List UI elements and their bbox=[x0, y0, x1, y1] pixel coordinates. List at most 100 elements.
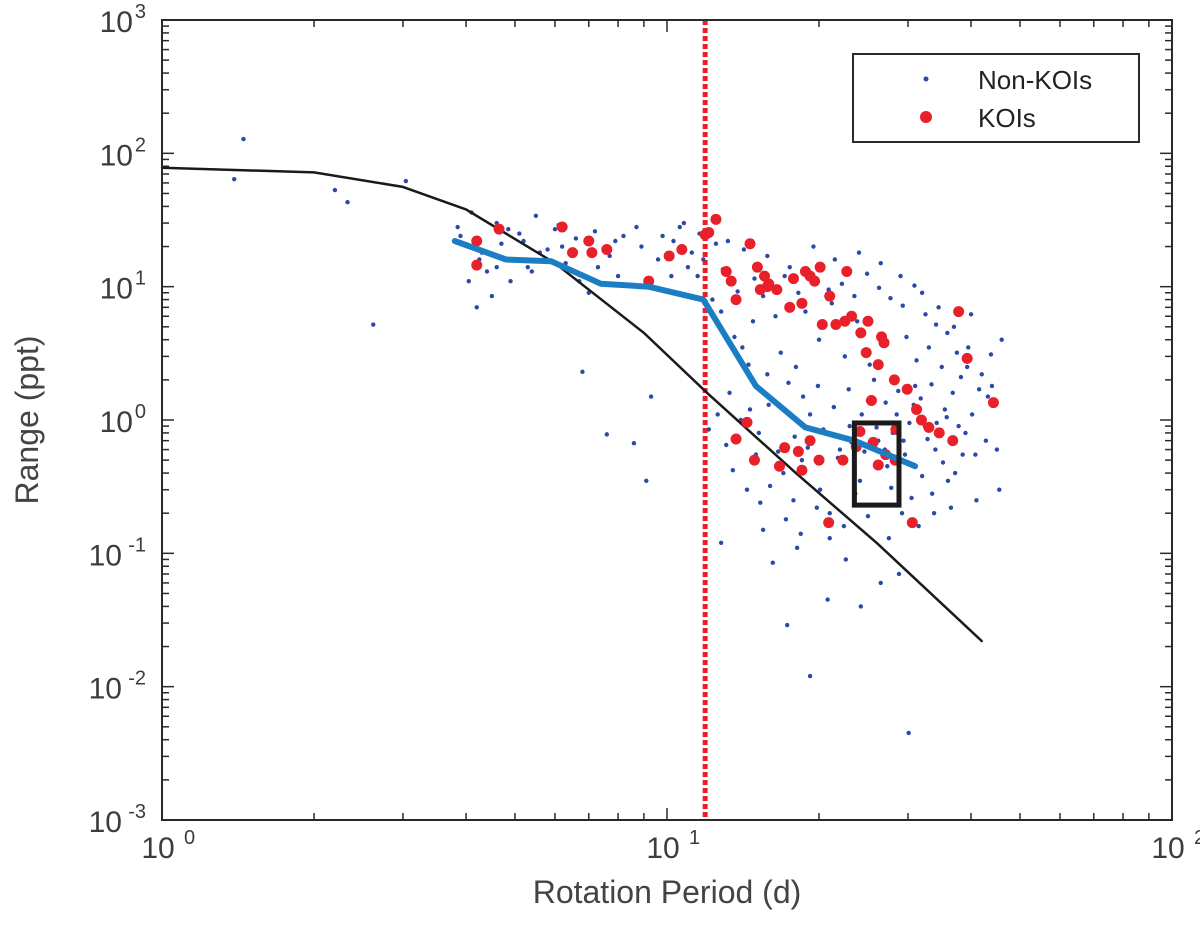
non-koi-point bbox=[786, 380, 791, 386]
non-koi-point bbox=[770, 560, 776, 565]
non-koi-point bbox=[999, 337, 1004, 342]
non-koi-point bbox=[827, 535, 832, 541]
non-koi-point bbox=[747, 407, 753, 412]
koi-point bbox=[823, 517, 835, 529]
non-koi-point bbox=[886, 535, 892, 541]
non-koi-point bbox=[718, 309, 724, 314]
non-koi-point bbox=[799, 457, 805, 463]
non-koi-point bbox=[727, 390, 732, 395]
non-koi-point bbox=[545, 247, 550, 252]
non-koi-point bbox=[807, 673, 813, 679]
y-tick-label-exponent: 3 bbox=[135, 1, 146, 23]
non-koi-point bbox=[782, 273, 787, 279]
non-koi-point bbox=[923, 312, 928, 317]
non-koi-point bbox=[573, 236, 579, 241]
non-koi-point bbox=[345, 200, 350, 205]
non-koi-point bbox=[852, 293, 857, 299]
x-tick-label: 10 bbox=[646, 832, 679, 865]
koi-point bbox=[771, 284, 783, 296]
non-koi-point bbox=[837, 447, 843, 452]
non-koi-point bbox=[889, 485, 894, 491]
koi-point bbox=[744, 238, 756, 250]
non-koi-point bbox=[939, 364, 944, 370]
koi-point bbox=[911, 403, 923, 415]
non-koi-point bbox=[909, 495, 914, 501]
non-koi-point bbox=[710, 297, 715, 302]
koi-point bbox=[837, 454, 849, 466]
y-tick-label: 10 bbox=[89, 673, 122, 706]
non-koi-point bbox=[997, 487, 1002, 492]
non-koi-point bbox=[506, 226, 511, 232]
non-koi-point bbox=[677, 224, 682, 230]
non-koi-point bbox=[994, 447, 1000, 452]
x-tick-label: 10 bbox=[141, 832, 174, 865]
non-koi-point bbox=[874, 425, 879, 430]
x-tick-label: 10 bbox=[1151, 832, 1184, 865]
non-koi-point bbox=[758, 500, 763, 505]
non-koi-point bbox=[798, 531, 803, 537]
non-koi-point bbox=[718, 540, 724, 545]
non-koi-point bbox=[901, 438, 906, 443]
legend-marker-non-kois bbox=[923, 76, 929, 82]
non-koi-point bbox=[896, 571, 902, 577]
non-koi-point bbox=[689, 250, 695, 255]
non-koi-point bbox=[580, 369, 585, 374]
non-koi-point bbox=[783, 517, 789, 522]
koi-point bbox=[862, 315, 874, 327]
koi-point bbox=[471, 259, 483, 271]
non-koi-point bbox=[604, 432, 610, 437]
non-koi-point bbox=[885, 464, 890, 469]
koi-point bbox=[663, 250, 675, 262]
non-koi-point bbox=[919, 290, 925, 295]
non-koi-point bbox=[926, 345, 932, 350]
koi-point bbox=[493, 223, 505, 235]
non-koi-point bbox=[732, 334, 737, 340]
non-koi-point bbox=[655, 257, 661, 262]
koi-point bbox=[855, 327, 867, 339]
non-koi-point bbox=[966, 345, 971, 350]
koi-point bbox=[824, 290, 836, 302]
non-koi-point bbox=[787, 264, 792, 270]
koi-point bbox=[888, 374, 900, 386]
non-koi-point bbox=[371, 322, 376, 327]
non-koi-point bbox=[815, 383, 821, 389]
koi-point bbox=[567, 247, 579, 259]
non-koi-point bbox=[871, 377, 877, 383]
non-koi-point bbox=[904, 334, 909, 340]
koi-point bbox=[953, 306, 965, 318]
koi-point bbox=[710, 213, 722, 225]
non-koi-point bbox=[621, 233, 626, 239]
non-koi-point bbox=[800, 394, 806, 399]
koi-point bbox=[813, 454, 825, 466]
non-koi-point bbox=[979, 372, 984, 377]
non-koi-point bbox=[740, 345, 745, 350]
non-koi-point bbox=[940, 460, 946, 465]
non-koi-point bbox=[846, 387, 851, 392]
koi-point bbox=[725, 275, 737, 287]
y-tick-label-exponent: -1 bbox=[128, 534, 146, 556]
koi-point bbox=[601, 243, 613, 255]
non-koi-point bbox=[883, 400, 888, 405]
non-koi-point bbox=[888, 295, 893, 301]
legend-marker-kois bbox=[920, 111, 932, 123]
non-koi-point bbox=[816, 337, 822, 342]
non-koi-point bbox=[744, 487, 750, 492]
non-koi-point bbox=[494, 264, 499, 270]
non-koi-point bbox=[807, 412, 813, 417]
non-koi-point bbox=[865, 513, 871, 519]
non-koi-point bbox=[896, 388, 901, 394]
non-koi-point bbox=[952, 470, 958, 476]
non-koi-point bbox=[929, 382, 934, 387]
koi-point bbox=[906, 517, 918, 529]
non-koi-point bbox=[796, 290, 801, 295]
y-tick-label: 10 bbox=[100, 139, 133, 172]
non-koi-point bbox=[914, 358, 919, 363]
x-tick-label-exponent: 0 bbox=[184, 827, 195, 849]
koi-point bbox=[471, 235, 483, 247]
non-koi-point bbox=[695, 273, 700, 279]
non-koi-point bbox=[951, 324, 957, 330]
koi-point bbox=[987, 397, 999, 409]
non-koi-point bbox=[725, 238, 731, 244]
non-koi-point bbox=[681, 220, 687, 226]
